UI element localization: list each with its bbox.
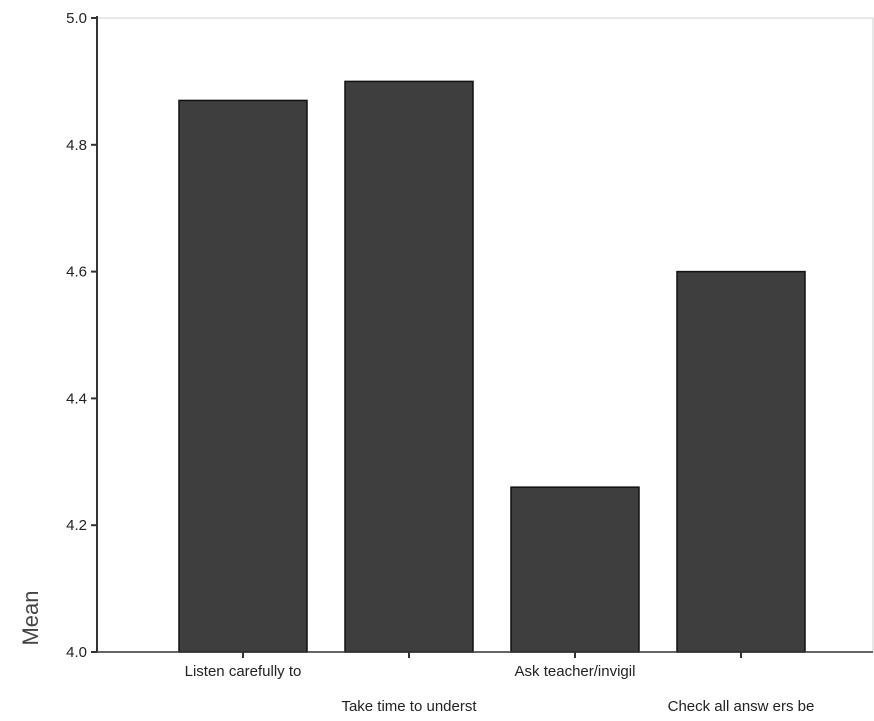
y-tick-label: 4.0 xyxy=(66,644,87,661)
y-tick-label: 4.8 xyxy=(66,137,87,154)
y-tick-label: 4.6 xyxy=(66,264,87,281)
axes-group xyxy=(96,16,873,653)
y-tick-label: 4.2 xyxy=(66,517,87,534)
x-category-label: Check all answ ers be xyxy=(668,698,815,715)
bar xyxy=(676,270,806,653)
x-category-label: Listen carefully to xyxy=(185,663,302,680)
bar xyxy=(344,80,474,653)
bar xyxy=(178,99,308,653)
y-ticks-group: 4.0 4.2 4.4 4.6 4.8 5.0 xyxy=(66,10,97,661)
y-tick-label: 4.4 xyxy=(66,390,87,407)
x-category-label: Take time to underst xyxy=(341,698,477,715)
bar xyxy=(510,486,640,653)
bars-group xyxy=(178,80,806,653)
y-axis-label: Mean xyxy=(18,590,43,645)
y-tick-label: 5.0 xyxy=(66,10,87,27)
x-category-label: Ask teacher/invigil xyxy=(515,663,636,680)
x-ticks-group: Listen carefully to Take time to underst A… xyxy=(185,652,815,715)
